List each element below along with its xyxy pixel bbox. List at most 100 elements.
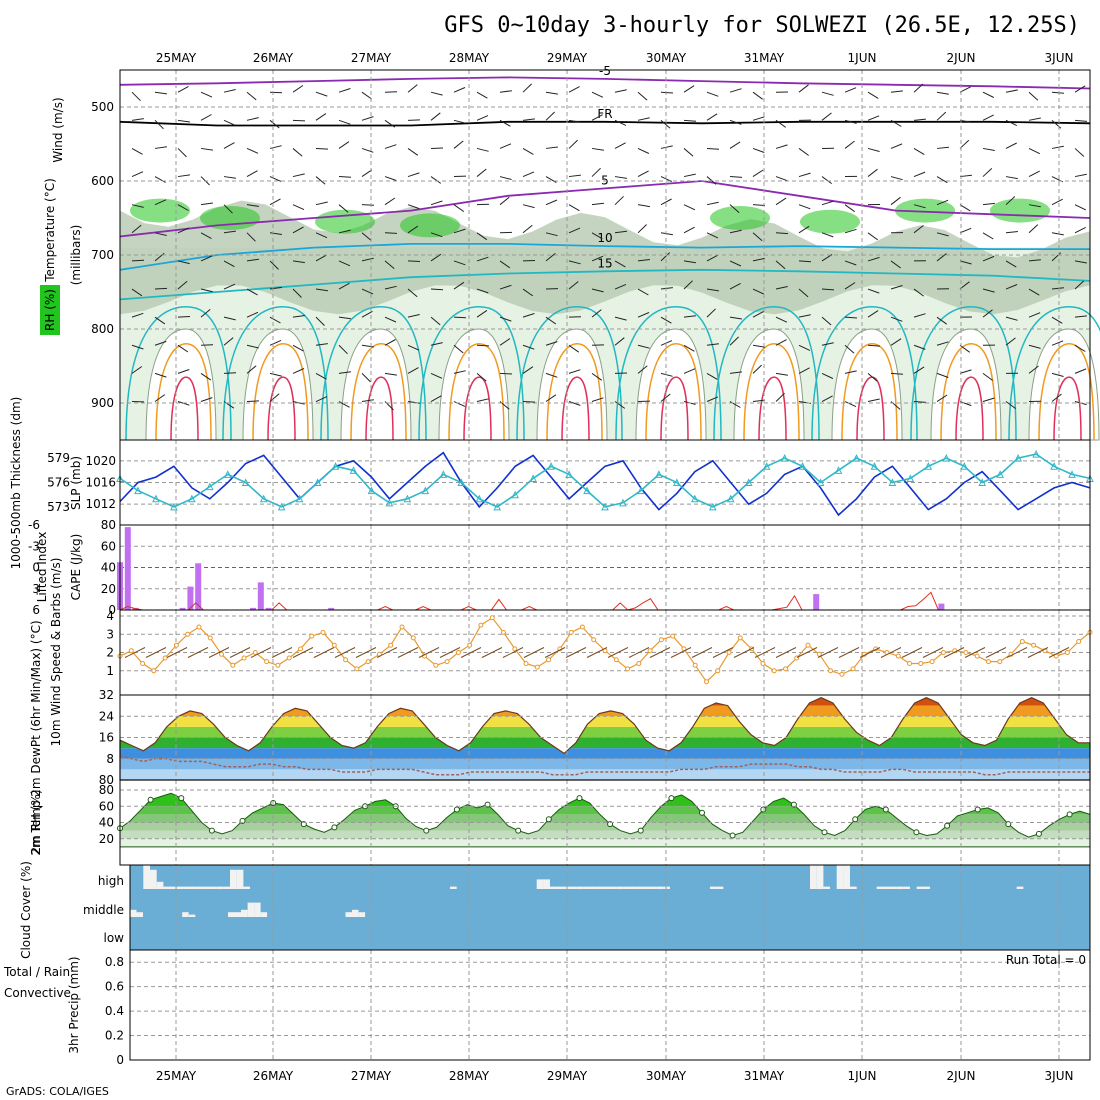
wind-barb <box>246 170 258 177</box>
wind-barb <box>1005 176 1018 180</box>
wind-barb <box>315 316 325 326</box>
wind-barb <box>754 647 776 658</box>
date-label-bottom: 27MAY <box>351 1069 392 1083</box>
wind-barb <box>384 197 396 206</box>
thickness-axis-label: 1000-500mb Thickness (dm) <box>9 397 23 570</box>
rh-tick-label: 60 <box>99 799 114 813</box>
wind-speed-marker <box>512 646 518 652</box>
wind-barb <box>407 172 420 178</box>
isotherm-15-plume <box>222 306 329 441</box>
wind-barb <box>499 90 512 93</box>
wind-barb <box>269 316 281 324</box>
wind-barb <box>607 647 629 658</box>
wind-barb <box>880 647 902 658</box>
wind-barb <box>376 647 398 658</box>
wind-speed-marker <box>963 650 969 655</box>
wind-barb <box>959 281 970 290</box>
wind-speed-marker <box>173 642 179 648</box>
wind-barb <box>683 280 693 290</box>
rh-marker <box>974 806 981 813</box>
wind-barb <box>1074 204 1087 211</box>
wind-speed-marker <box>579 624 585 630</box>
wind-barb <box>821 372 834 379</box>
date-label-top: 30MAY <box>646 51 687 65</box>
wind-barb <box>1027 647 1049 658</box>
cloud-bar <box>896 886 904 889</box>
wind-barb <box>729 229 742 234</box>
wind-barb <box>959 174 972 178</box>
cloud-bar <box>150 869 157 889</box>
wind-barb <box>913 204 926 209</box>
wind-barb <box>959 204 971 212</box>
wind-barb <box>982 232 994 240</box>
wind-barb <box>522 313 535 318</box>
wind-barb <box>145 647 167 658</box>
wind-barb <box>200 202 213 206</box>
series-line <box>119 453 1091 508</box>
wind-barb <box>361 169 373 177</box>
wind-barb <box>315 232 328 239</box>
thickness-marker <box>816 478 825 486</box>
cloud-bar <box>130 909 137 917</box>
date-label-bottom: 28MAY <box>449 1069 490 1083</box>
wind-barb <box>315 343 328 346</box>
wind-barb <box>499 176 512 180</box>
cloud-bar <box>610 886 617 889</box>
wind-barb <box>798 367 810 374</box>
cape-bar <box>257 582 264 610</box>
wind-speed-marker <box>365 659 371 665</box>
wind-barb <box>729 141 741 149</box>
wind-barb <box>890 119 902 127</box>
wind-barb <box>315 201 328 206</box>
wind-barb <box>476 288 489 294</box>
wind-speed-marker <box>207 635 213 641</box>
cloud-bar <box>576 886 584 889</box>
wind-barb <box>407 260 421 262</box>
wind-barb <box>660 119 671 129</box>
run-total-label: Run Total = 0 <box>1006 953 1086 967</box>
wind-barb <box>821 342 834 346</box>
wind-barb <box>798 314 811 318</box>
wind-barb <box>131 288 143 297</box>
rh-axis-label: 2m RH (%) <box>29 789 43 854</box>
wind-barb <box>1028 204 1041 208</box>
thickness-marker <box>798 462 807 470</box>
wind-barb <box>729 176 743 178</box>
wind-barb <box>637 224 647 234</box>
wind-barb <box>407 367 419 374</box>
wind-barb <box>292 647 314 658</box>
thickness-marker <box>403 494 412 503</box>
wind-barb <box>523 647 545 658</box>
wind-barb <box>637 288 649 296</box>
wind-barb <box>775 144 788 149</box>
wind-barb <box>223 260 235 268</box>
thickness-tick-label: 576 <box>47 476 70 490</box>
wind-barb <box>821 232 834 238</box>
cloud-bar <box>450 886 457 889</box>
temp-band <box>120 726 1090 738</box>
cloud-bar <box>916 886 924 889</box>
wind-barb <box>752 344 765 348</box>
wind-barb <box>798 204 811 210</box>
date-label-top: 31MAY <box>744 51 785 65</box>
wind-speed-marker <box>298 646 303 652</box>
wind-barb <box>844 316 858 319</box>
cloud-tick-label: low <box>104 931 125 945</box>
cloud-background <box>130 865 1090 950</box>
thickness-marker <box>1068 470 1076 478</box>
wind-barb <box>568 401 581 406</box>
wind-barb <box>568 174 581 178</box>
wind-barb <box>166 647 188 658</box>
wind-barb <box>334 647 356 658</box>
wind-barb <box>154 176 166 183</box>
wind-barb <box>545 111 555 121</box>
rh-tick-label: 20 <box>99 832 114 846</box>
rh-marker <box>576 795 583 802</box>
wind-barb <box>959 344 970 353</box>
wind-barb <box>545 372 558 378</box>
pressure-axis-label: (millibars) <box>69 225 83 286</box>
wind-barb <box>568 344 580 353</box>
wind-barb <box>982 91 995 98</box>
wind-barb <box>338 119 351 125</box>
wind-barb <box>154 372 167 378</box>
